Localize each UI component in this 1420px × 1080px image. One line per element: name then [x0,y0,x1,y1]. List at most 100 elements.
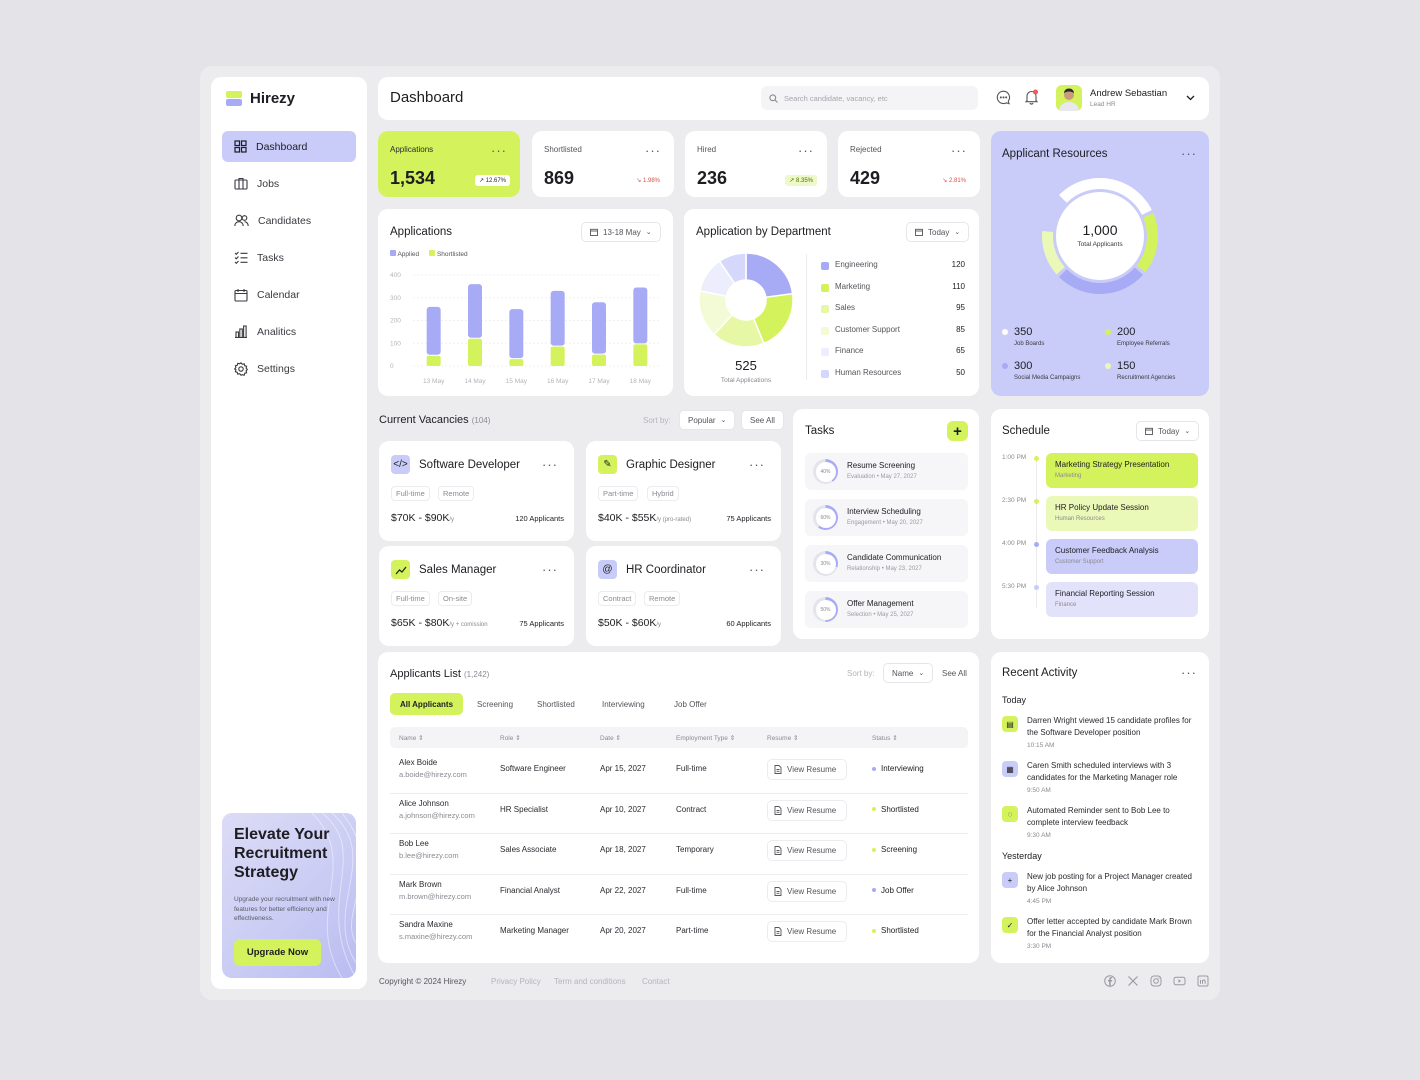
view-resume-button[interactable]: View Resume [767,880,847,902]
sidebar-item-settings[interactable]: Settings [222,353,356,384]
tab-interviewing[interactable]: Interviewing [602,699,645,709]
more-icon[interactable]: ··· [542,562,558,577]
column-header-name[interactable]: Name ⇕ [399,734,424,742]
vacancy-card[interactable]: </> Software Developer ··· Full-time Rem… [379,441,574,541]
vacancy-card[interactable]: @ HR Coordinator ··· Contract Remote $50… [586,546,781,646]
tab-shortlisted[interactable]: Shortlisted [537,699,575,709]
x-icon[interactable] [1127,975,1139,987]
youtube-icon[interactable] [1173,975,1186,987]
applied-bar[interactable] [592,302,606,354]
logo[interactable]: Hirezy [226,90,295,107]
view-resume-button[interactable]: View Resume [767,921,847,943]
applied-bar[interactable] [509,309,524,359]
view-resume-button[interactable]: View Resume [767,840,847,862]
vacancy-card[interactable]: Sales Manager ··· Full-time On-site $65K… [379,546,574,646]
applicant-name[interactable]: Sandra Maxine [399,920,453,930]
column-header-status[interactable]: Status ⇕ [872,734,898,742]
more-icon[interactable]: ··· [951,143,967,158]
more-icon[interactable]: ··· [749,457,765,472]
tab-all-applicants[interactable]: All Applicants [390,693,464,715]
task-category: Relationship [847,566,881,572]
stat-card-applications[interactable]: Applications ··· 1,534 ↗ 12.67% [378,131,520,197]
donut-segment-employee-referrals[interactable] [1136,213,1158,273]
linkedin-icon[interactable] [1197,975,1209,987]
salary-range: $50K - $60K [598,617,657,629]
sidebar-item-dashboard[interactable]: Dashboard [222,131,356,162]
upgrade-now-button[interactable]: Upgrade Now [234,939,321,966]
more-icon[interactable]: ··· [1181,146,1197,161]
more-icon[interactable]: ··· [798,143,814,158]
donut-segment-recruitment-agencies[interactable] [1042,231,1065,275]
applied-bar[interactable] [633,287,648,344]
shortlisted-bar[interactable] [633,344,648,366]
schedule-filter-dropdown[interactable]: Today ⌄ [1136,421,1200,441]
column-header-resume[interactable]: Resume ⇕ [767,734,798,742]
applicant-name[interactable]: Alice Johnson [399,798,449,808]
shortlisted-bar[interactable] [468,338,482,366]
search-input[interactable]: Search candidate, vacancy, etc [761,86,978,110]
more-icon[interactable]: ··· [1181,665,1197,680]
column-header-role[interactable]: Role ⇕ [500,734,521,742]
tab-job-offer[interactable]: Job Offer [674,699,707,709]
task-item[interactable]: 60% Interview Scheduling Engagement • May … [805,499,968,536]
sidebar-item-analytics[interactable]: Analitics [222,316,356,347]
shortlisted-bar[interactable] [592,354,606,366]
schedule-event[interactable]: HR Policy Update Session Human Resources [1046,496,1198,531]
applicant-name[interactable]: Bob Lee [399,839,429,849]
footer-link-contact[interactable]: Contact [642,977,670,986]
applicant-date: Apr 22, 2027 [600,885,646,895]
applied-bar[interactable] [426,306,441,355]
task-item[interactable]: 50% Offer Management Selection • May 25, 2… [805,591,968,628]
add-task-button[interactable]: + [947,421,968,441]
applicants-see-all-button[interactable]: See All [942,668,967,678]
schedule-event[interactable]: Financial Reporting Session Finance [1046,582,1198,617]
donut-segment-job-boards[interactable] [1058,178,1152,215]
task-item[interactable]: 40% Resume Screening Evaluation • May 27, … [805,453,968,490]
row-divider [390,873,968,875]
instagram-icon[interactable] [1150,975,1162,987]
tab-screening[interactable]: Screening [477,699,514,709]
pie-slice-human-resources[interactable] [718,252,747,285]
view-resume-button[interactable]: View Resume [767,799,847,821]
shortlisted-bar[interactable] [426,355,441,366]
avatar[interactable] [1056,85,1082,111]
date-range-dropdown[interactable]: 13-18 May ⌄ [581,222,661,242]
sidebar-item-calendar[interactable]: Calendar [222,279,356,310]
sidebar-item-candidates[interactable]: Candidates [222,205,356,236]
applicants-sort-dropdown[interactable]: Name ⌄ [883,663,934,683]
chat-icon[interactable] [996,90,1011,105]
footer-link-terms[interactable]: Term and conditions [554,977,626,986]
stat-card-hired[interactable]: Hired ··· 236 ↗ 8.35% [685,131,827,197]
vacancy-card[interactable]: ✎ Graphic Designer ··· Part-time Hybrid … [586,441,781,541]
chevron-down-icon[interactable] [1186,95,1195,101]
column-header-date[interactable]: Date ⇕ [600,734,621,742]
department-filter-dropdown[interactable]: Today ⌄ [906,222,970,242]
applied-bar[interactable] [468,284,482,338]
vacancies-see-all-button[interactable]: See All [741,410,784,430]
facebook-icon[interactable] [1104,975,1116,987]
schedule-event[interactable]: Marketing Strategy Presentation Marketing [1046,453,1198,488]
donut-segment-social-media-campaigns[interactable] [1058,267,1143,294]
shortlisted-bar[interactable] [509,359,524,366]
applied-bar[interactable] [550,290,565,346]
column-header-employment-type[interactable]: Employment Type ⇕ [676,734,735,742]
more-icon[interactable]: ··· [542,457,558,472]
stat-card-shortlisted[interactable]: Shortlisted ··· 869 ↘ 1.98% [532,131,674,197]
stat-card-rejected[interactable]: Rejected ··· 429 ↘ 2.81% [838,131,980,197]
sidebar-item-tasks[interactable]: Tasks [222,242,356,273]
task-item[interactable]: 30% Candidate Communication Relationship •… [805,545,968,582]
sidebar-item-jobs[interactable]: Jobs [222,168,356,199]
shortlisted-bar[interactable] [550,346,565,366]
user-name[interactable]: Andrew Sebastian [1090,88,1168,99]
more-icon[interactable]: ··· [749,562,765,577]
bell-icon[interactable] [1024,89,1039,105]
more-icon[interactable]: ··· [645,143,661,158]
view-resume-button[interactable]: View Resume [767,759,847,780]
vacancies-sort-dropdown[interactable]: Popular ⌄ [679,410,736,430]
applicant-name[interactable]: Alex Boide [399,758,438,767]
more-icon[interactable]: ··· [491,143,507,158]
schedule-event[interactable]: Customer Feedback Analysis Customer Suppo… [1046,539,1198,574]
pie-slice-engineering[interactable] [745,252,794,299]
footer-link-privacy[interactable]: Privacy Policy [491,977,541,986]
applicant-name[interactable]: Mark Brown [399,879,442,889]
